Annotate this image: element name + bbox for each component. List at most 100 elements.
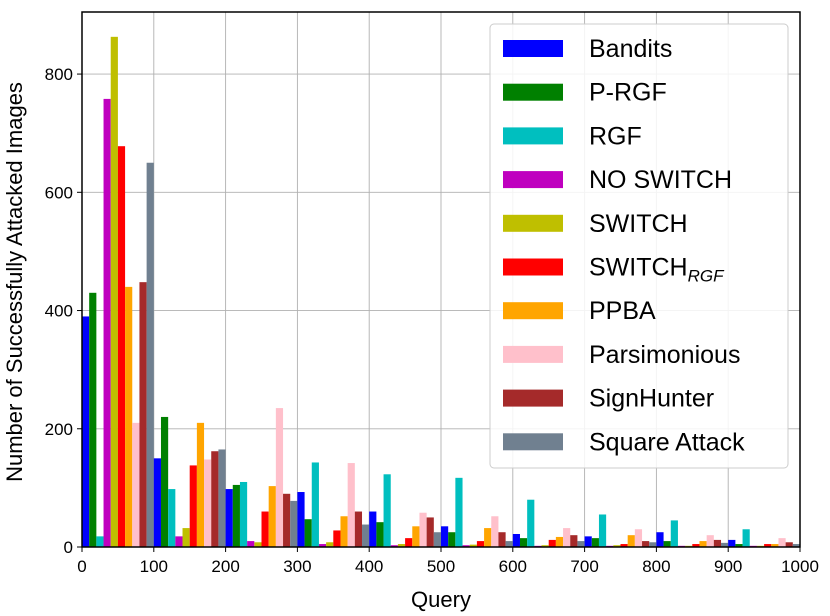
bar-6-bin-8 <box>620 544 628 547</box>
legend-label: Bandits <box>589 35 672 63</box>
bar-8-bin-2 <box>204 459 212 547</box>
legend-label: Parsimonious <box>589 341 740 369</box>
x-tick-label: 300 <box>283 557 311 576</box>
bar-9-bin-4 <box>354 511 363 547</box>
bar-10-bin-3 <box>290 500 298 547</box>
bar-2-bin-9 <box>663 541 671 547</box>
bar-8-bin-10 <box>778 538 786 547</box>
bar-7-bin-10 <box>771 544 779 547</box>
legend-label-text: SignHunter <box>589 385 714 413</box>
bar-2-bin-4 <box>304 519 312 547</box>
bar-3-bin-8 <box>598 514 607 547</box>
bar-3-bin-10 <box>742 529 750 547</box>
bar-6-bin-1 <box>117 146 126 548</box>
y-ticks: 0 200 400 600 800 <box>45 65 82 557</box>
x-tick-label: 800 <box>642 557 670 576</box>
bar-9-bin-6 <box>498 532 506 547</box>
bar-3-bin-5 <box>383 474 391 547</box>
x-tick-label: 0 <box>77 557 86 576</box>
bar-2-bin-1 <box>89 292 97 547</box>
bar-4-bin-4 <box>318 544 327 547</box>
bar-6-bin-9 <box>692 544 700 547</box>
x-tick-label: 400 <box>355 557 383 576</box>
bar-5-bin-6 <box>469 544 477 547</box>
bar-1-bin-6 <box>441 526 449 547</box>
bar-5-bin-1 <box>110 36 118 547</box>
bar-7-bin-9 <box>699 541 707 547</box>
bar-6-bin-4 <box>333 530 341 547</box>
x-axis-label: Query <box>411 587 471 612</box>
bar-9-bin-5 <box>426 517 434 547</box>
x-tick-label: 900 <box>714 557 742 576</box>
legend-label-text: SWITCH <box>589 254 688 282</box>
legend-label: Square Attack <box>589 428 745 456</box>
bar-7-bin-7 <box>555 536 564 547</box>
legend-label-text: Parsimonious <box>589 341 740 369</box>
bar-2-bin-5 <box>376 522 384 547</box>
bar-1-bin-1 <box>82 316 90 547</box>
legend-label-text: PPBA <box>589 297 656 325</box>
x-tick-label: 200 <box>211 557 239 576</box>
y-tick-label: 600 <box>45 183 73 202</box>
bar-3-bin-3 <box>239 481 248 547</box>
bar-10-bin-5 <box>433 532 441 547</box>
bar-1-bin-8 <box>584 536 592 547</box>
y-tick-label: 0 <box>64 538 73 557</box>
bar-8-bin-9 <box>706 535 714 547</box>
bar-2-bin-8 <box>591 538 599 547</box>
legend-label-text: Bandits <box>589 35 672 63</box>
bar-9-bin-3 <box>283 493 291 547</box>
legend-label: PPBA <box>589 297 656 325</box>
bar-10-bin-4 <box>362 524 370 547</box>
legend-swatch <box>503 171 563 189</box>
bar-4-bin-1 <box>103 98 111 548</box>
bar-8-bin-1 <box>132 422 140 547</box>
bar-10-bin-6 <box>505 541 513 547</box>
bar-1-bin-5 <box>369 511 377 547</box>
x-tick-label: 1000 <box>781 557 819 576</box>
bar-2-bin-6 <box>448 532 456 547</box>
bar-1-bin-7 <box>512 533 520 547</box>
bar-7-bin-4 <box>340 516 348 547</box>
x-tick-label: 100 <box>140 557 168 576</box>
bar-5-bin-8 <box>613 545 621 547</box>
y-axis-label: Number of Successfully Attacked Images <box>2 82 27 482</box>
y-tick-label: 200 <box>45 420 73 439</box>
x-tick-label: 600 <box>499 557 527 576</box>
legend-swatch <box>503 345 563 363</box>
x-tick-label: 700 <box>570 557 598 576</box>
bar-2-bin-3 <box>232 484 240 547</box>
x-ticks: 0 100 200 300 400 500 600 700 800 900 1000 <box>77 547 819 576</box>
legend-box <box>489 23 789 469</box>
bar-1-bin-10 <box>728 539 736 547</box>
bar-3-bin-2 <box>168 489 176 547</box>
bar-8-bin-6 <box>491 516 499 547</box>
bar-8-bin-8 <box>634 529 643 547</box>
bar-7-bin-5 <box>412 526 420 547</box>
legend-swatch <box>503 40 563 57</box>
bar-4-bin-6 <box>462 545 470 547</box>
bar-5-bin-2 <box>182 528 190 547</box>
bar-2-bin-2 <box>160 416 169 547</box>
bar-9-bin-8 <box>642 541 650 547</box>
bar-2-bin-7 <box>519 538 528 547</box>
bar-6-bin-2 <box>189 465 197 547</box>
legend-label: P-RGF <box>589 79 667 107</box>
legend-label-text: NO SWITCH <box>589 166 732 194</box>
legend-label: NO SWITCH <box>589 166 732 194</box>
bar-10-bin-7 <box>577 541 585 547</box>
bar-6-bin-6 <box>476 541 485 547</box>
legend-label: SignHunter <box>589 385 714 413</box>
bar-8-bin-5 <box>419 512 427 547</box>
bar-9-bin-2 <box>211 451 219 547</box>
bar-8-bin-3 <box>275 408 284 547</box>
legend-label-text: SWITCH <box>589 210 688 238</box>
legend-swatch <box>503 214 563 232</box>
bar-8-bin-4 <box>347 463 355 547</box>
legend-swatch <box>503 302 563 320</box>
y-tick-label: 800 <box>45 65 73 84</box>
bar-8-bin-7 <box>563 528 571 547</box>
bar-4-bin-3 <box>247 541 255 547</box>
